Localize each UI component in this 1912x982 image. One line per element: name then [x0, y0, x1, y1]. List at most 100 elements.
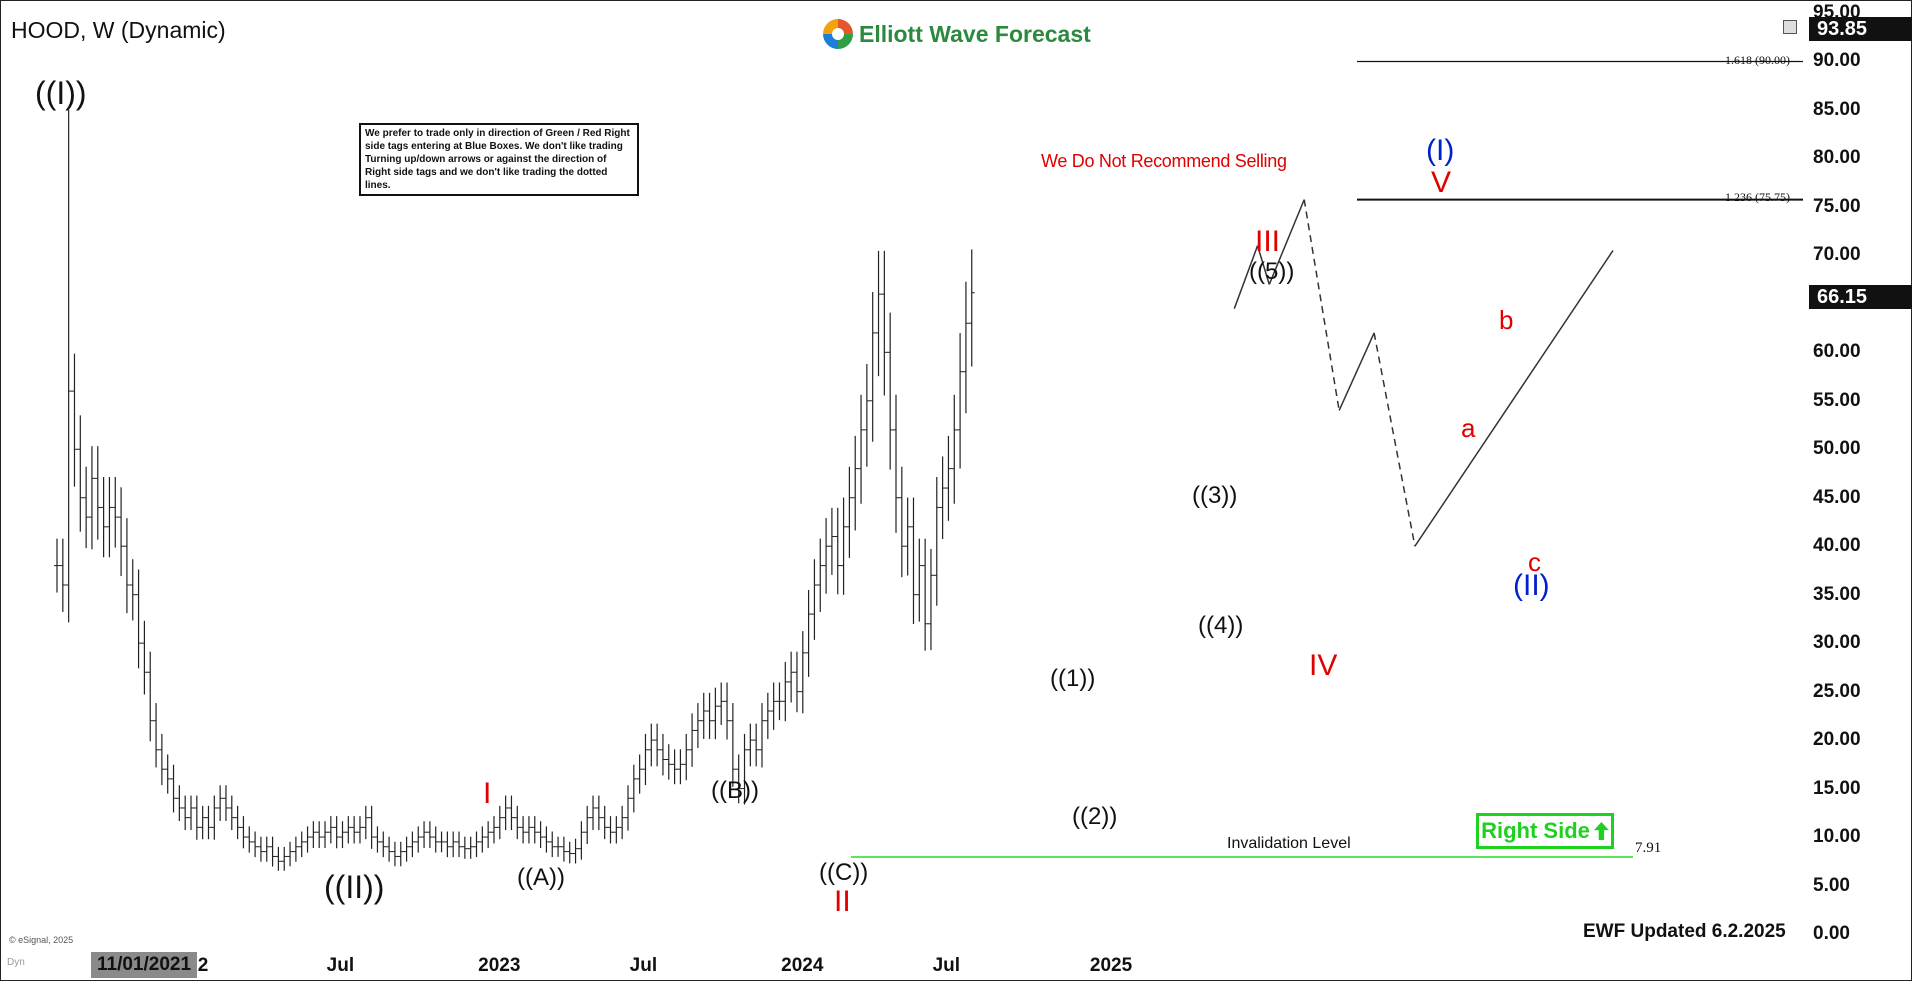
price-bar [828, 507, 835, 575]
price-bar [71, 353, 78, 487]
price-bar [852, 435, 859, 531]
price-bar [467, 836, 474, 859]
price-bar [100, 476, 107, 558]
symbol-title: HOOD, W (Dynamic) [11, 17, 226, 43]
price-bar [217, 785, 224, 821]
price-bar [729, 703, 736, 787]
recommendation-note: We Do Not Recommend Selling [1041, 151, 1287, 171]
price-bar [234, 805, 241, 840]
price-bar [257, 836, 264, 862]
time-tick: 2025 [1089, 955, 1133, 976]
price-bar [473, 831, 480, 858]
price-tick: 15.00 [1813, 777, 1861, 799]
fib-label-1236: 1.236 (75.75) [1725, 190, 1790, 204]
price-bar [525, 816, 532, 844]
price-bar [636, 754, 643, 794]
price-tick: 20.00 [1813, 729, 1861, 751]
price-bar [485, 821, 492, 849]
invalidation-label: Invalidation Level [1227, 835, 1351, 852]
price-bar [654, 723, 661, 767]
wave-label-IV-red: IV [1309, 649, 1338, 682]
price-bar [700, 692, 707, 739]
price-bar [356, 816, 363, 844]
price-tick: 30.00 [1813, 632, 1861, 654]
price-bar [747, 723, 754, 767]
price-bar [141, 620, 148, 695]
price-bar [560, 836, 567, 862]
price-bar [601, 805, 608, 840]
price-bar [514, 805, 521, 840]
price-bar [421, 821, 428, 849]
trading-notice: We prefer to trade only in direction of … [359, 123, 639, 196]
price-bars [54, 109, 975, 871]
price-bar [83, 466, 90, 549]
price-bar [153, 703, 160, 768]
price-bar [403, 836, 410, 862]
price-tick: 40.00 [1813, 535, 1861, 557]
price-bar [304, 826, 311, 853]
price-bar [619, 805, 626, 840]
price-bar [263, 836, 270, 862]
date-cursor-chip: 11/01/2021 [91, 952, 198, 978]
price-bar [782, 661, 789, 722]
price-bar [322, 821, 329, 849]
price-bar [461, 836, 468, 859]
projection-segment [1414, 250, 1614, 547]
wave-label-2: ((2)) [1072, 803, 1118, 830]
price-bar [537, 821, 544, 849]
price-bar [927, 548, 934, 651]
price-bar [875, 250, 882, 377]
price-bar [316, 821, 323, 849]
price-bar [118, 487, 125, 577]
price-bar [211, 795, 218, 840]
time-tick: Jul [932, 955, 961, 976]
price-bar [409, 831, 416, 858]
price-bar [642, 733, 649, 786]
price-bar [823, 518, 830, 594]
price-bar [677, 749, 684, 785]
price-bar [910, 497, 917, 624]
projection-segment [1256, 245, 1270, 285]
price-bar [893, 394, 900, 533]
projection-segment [1373, 332, 1416, 547]
price-bar [147, 651, 154, 742]
price-bar [770, 682, 777, 730]
updated-note: EWF Updated 6.2.2025 [1583, 921, 1786, 942]
price-tick: 50.00 [1813, 438, 1861, 460]
price-axis[interactable]: 95.0090.0085.0080.0075.0070.0065.0060.00… [1807, 1, 1912, 961]
price-bar [758, 703, 765, 768]
price-bar [292, 836, 299, 862]
price-bar [799, 631, 806, 714]
price-bar [840, 497, 847, 595]
price-bar [933, 476, 940, 606]
price-bar [345, 816, 352, 844]
price-bar [898, 466, 905, 578]
time-axis[interactable]: 22 Jul 2023 Jul 2024 Jul 2025 [1, 951, 1807, 981]
projection-segment [1338, 332, 1375, 411]
price-bar [275, 846, 282, 871]
price-bar [368, 805, 375, 849]
price-bar [339, 821, 346, 849]
price-bar [362, 805, 369, 840]
price-bar [444, 831, 451, 858]
price-tick: 0.00 [1813, 923, 1850, 944]
price-tick: 70.00 [1813, 244, 1861, 266]
price-bar [951, 394, 958, 504]
price-bar [298, 831, 305, 858]
price-bar [426, 821, 433, 849]
price-bar [397, 841, 404, 867]
price-bar [624, 785, 631, 831]
price-bar [374, 826, 381, 853]
price-bar [391, 841, 398, 867]
price-bar [438, 831, 445, 853]
price-tick: 10.00 [1813, 826, 1861, 848]
price-tick: 80.00 [1813, 147, 1861, 169]
price-bar [222, 785, 229, 821]
window-restore-icon[interactable] [1783, 20, 1797, 34]
projection-segment [1303, 199, 1340, 411]
price-bar [595, 795, 602, 831]
price-bar [188, 795, 195, 831]
price-bar [584, 805, 591, 845]
price-tick: 60.00 [1813, 341, 1861, 363]
